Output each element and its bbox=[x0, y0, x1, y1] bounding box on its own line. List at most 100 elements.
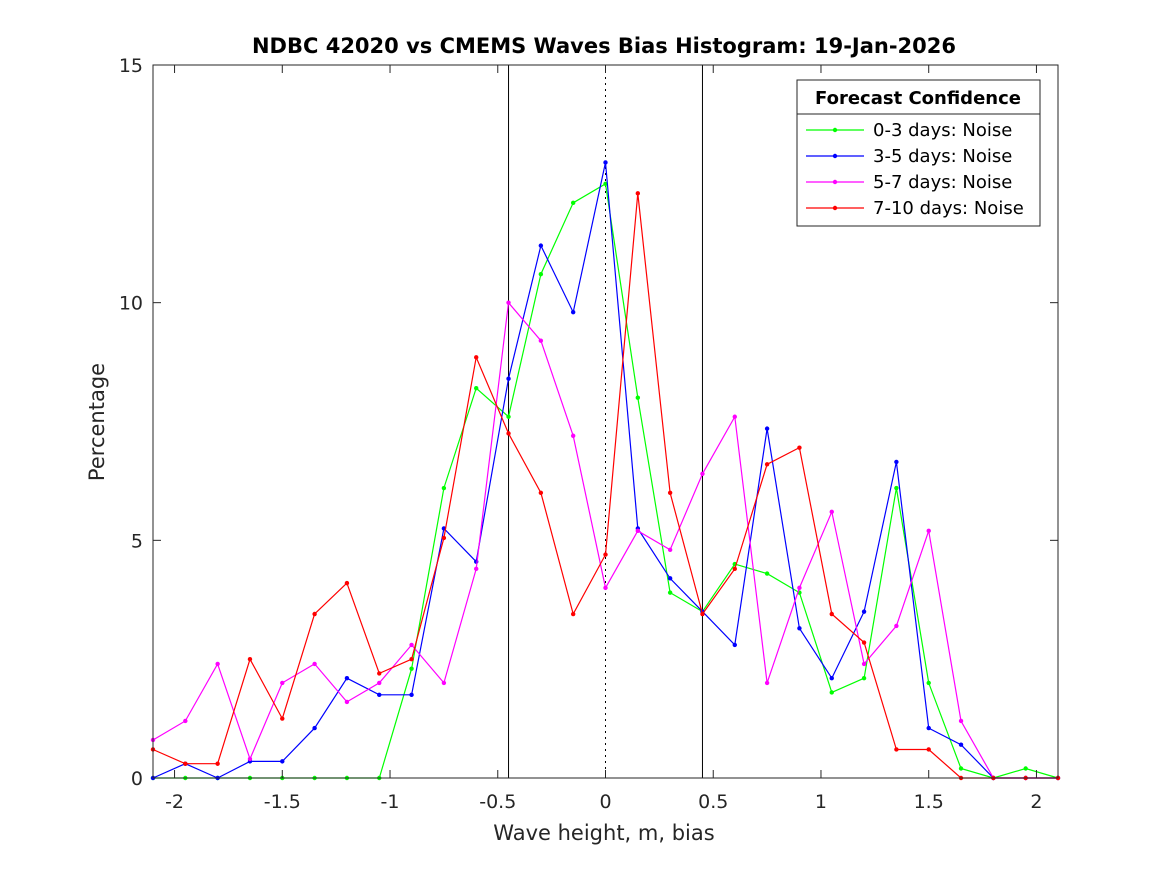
data-point bbox=[667, 576, 673, 581]
data-point bbox=[409, 692, 414, 698]
axis-ticks bbox=[153, 64, 1058, 779]
x-tick-labels: -2 -1.5 -1 -0.5 0 0.5 1 1.5 2 bbox=[165, 791, 1042, 813]
data-point bbox=[312, 725, 317, 731]
data-point bbox=[829, 690, 834, 695]
data-point bbox=[538, 490, 544, 495]
data-point bbox=[506, 431, 511, 436]
data-point bbox=[377, 680, 382, 686]
data-point bbox=[441, 535, 447, 541]
data-point bbox=[409, 656, 414, 662]
data-point bbox=[474, 566, 479, 572]
data-point bbox=[538, 271, 544, 277]
data-point bbox=[926, 528, 931, 534]
data-point bbox=[894, 747, 899, 752]
legend-entry: 7-10 days: Noise bbox=[806, 198, 1024, 219]
data-point bbox=[377, 671, 382, 676]
data-point bbox=[570, 433, 576, 438]
data-point bbox=[926, 725, 931, 731]
series-4 bbox=[150, 191, 1061, 781]
data-point bbox=[667, 590, 673, 595]
data-point bbox=[344, 675, 350, 681]
data-point bbox=[635, 528, 641, 534]
reference-lines bbox=[508, 65, 703, 778]
x-tick-label: 0 bbox=[599, 791, 611, 813]
legend-title-box bbox=[796, 79, 1041, 115]
data-point bbox=[538, 338, 544, 343]
data-point bbox=[894, 459, 899, 465]
data-point bbox=[538, 243, 544, 248]
legend-entry: 0-3 days: Noise bbox=[806, 120, 1012, 141]
data-point bbox=[603, 160, 608, 165]
data-point bbox=[635, 191, 641, 196]
data-point bbox=[829, 675, 834, 681]
y-tick-label: 10 bbox=[119, 293, 143, 315]
data-point bbox=[280, 716, 285, 721]
y-tick-label: 0 bbox=[131, 768, 143, 790]
data-point bbox=[603, 585, 608, 591]
data-point bbox=[635, 395, 641, 400]
data-point bbox=[797, 626, 802, 631]
y-tick-labels: 0 5 10 15 bbox=[119, 55, 143, 790]
data-point bbox=[829, 611, 834, 617]
data-point bbox=[312, 661, 317, 667]
y-tick-label: 15 bbox=[119, 55, 143, 77]
data-point bbox=[732, 566, 737, 572]
data-point bbox=[409, 666, 414, 671]
data-point bbox=[894, 623, 899, 629]
x-tick-label: -1 bbox=[381, 791, 400, 813]
legend-entries: 0-3 days: Noise 3-5 days: Noise 5-7 days: … bbox=[806, 120, 1024, 219]
data-point bbox=[215, 661, 220, 667]
legend: Forecast Confidence 0-3 days: Noise 3-5 d… bbox=[796, 79, 1041, 227]
legend-label: 7-10 days: Noise bbox=[873, 198, 1024, 219]
data-point bbox=[603, 552, 608, 557]
data-point bbox=[764, 571, 770, 576]
x-tick-label: 2 bbox=[1030, 791, 1042, 813]
chart-title: NDBC 42020 vs CMEMS Waves Bias Histogram… bbox=[252, 34, 956, 58]
data-point bbox=[344, 699, 350, 705]
data-point bbox=[861, 675, 867, 681]
data-point bbox=[797, 585, 802, 591]
series-3 bbox=[150, 300, 1061, 781]
data-point bbox=[441, 680, 447, 686]
data-point bbox=[441, 485, 447, 491]
data-point bbox=[764, 680, 770, 686]
data-point bbox=[861, 609, 867, 614]
data-point bbox=[570, 611, 576, 617]
x-tick-label: 1.5 bbox=[914, 791, 944, 813]
data-point bbox=[700, 471, 705, 476]
data-point bbox=[183, 761, 188, 766]
data-point bbox=[926, 747, 931, 752]
legend-swatch-marker bbox=[832, 205, 838, 211]
data-point bbox=[958, 766, 964, 771]
data-point bbox=[474, 355, 479, 360]
x-tick-label: -0.5 bbox=[479, 791, 516, 813]
data-point bbox=[958, 718, 964, 724]
data-point bbox=[506, 414, 511, 419]
data-point bbox=[700, 611, 705, 617]
data-point bbox=[861, 661, 867, 667]
data-point bbox=[377, 692, 382, 698]
legend-label: 3-5 days: Noise bbox=[873, 146, 1012, 167]
legend-swatch-marker bbox=[832, 153, 838, 159]
data-point bbox=[958, 742, 964, 747]
legend-swatch-marker bbox=[832, 179, 838, 185]
data-point bbox=[829, 509, 834, 515]
data-point bbox=[1023, 766, 1028, 771]
data-point bbox=[247, 656, 253, 662]
data-point bbox=[861, 640, 867, 645]
legend-label: 0-3 days: Noise bbox=[873, 120, 1012, 141]
data-point bbox=[732, 642, 737, 648]
data-point bbox=[409, 642, 414, 648]
data-point bbox=[215, 761, 220, 766]
data-point bbox=[183, 718, 188, 724]
data-point bbox=[667, 547, 673, 553]
data-point bbox=[280, 680, 285, 686]
legend-label: 5-7 days: Noise bbox=[873, 172, 1012, 193]
data-point bbox=[312, 611, 317, 617]
data-point bbox=[344, 580, 350, 586]
data-point bbox=[570, 309, 576, 315]
data-point bbox=[764, 426, 770, 431]
x-tick-label: 1 bbox=[815, 791, 827, 813]
data-point bbox=[506, 300, 511, 305]
